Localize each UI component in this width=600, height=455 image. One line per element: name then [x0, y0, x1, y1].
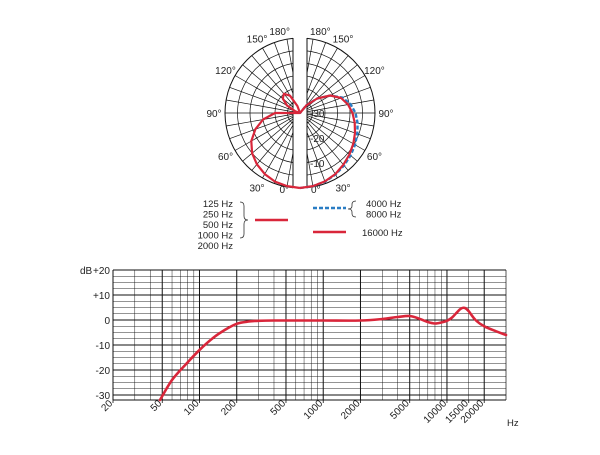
polar-series-right-mid_series — [299, 94, 359, 190]
polar-spoke — [299, 112, 349, 171]
angle-label-right: 30° — [335, 183, 350, 194]
freq-x-tick-group: 10000 — [422, 398, 450, 426]
angle-label-right: 120° — [364, 66, 385, 77]
legend-low-label: 2000 Hz — [198, 241, 234, 252]
legend-high-label: 16000 Hz — [362, 228, 403, 239]
polar-spoke — [299, 112, 371, 139]
freq-x-tick-group: 5000 — [388, 398, 412, 422]
polar-spoke — [251, 112, 301, 171]
freq-x-tick-group: 1000 — [302, 398, 326, 422]
freq-y-tick-label: +20 — [93, 266, 110, 277]
freq-x-tick-label: 100 — [182, 398, 202, 418]
angle-label-left: 60° — [218, 152, 233, 163]
angle-label-left: 180° — [269, 27, 290, 38]
angle-label-left: 90° — [206, 109, 221, 120]
freq-y-axis-label: dB — [80, 266, 93, 277]
polar-spoke — [242, 64, 301, 114]
polar-series-left-low_series — [250, 92, 302, 190]
freq-x-tick-label: 2000 — [339, 398, 363, 422]
legend-mid-label: 4000 Hz — [366, 199, 402, 210]
freq-y-tick-label: -20 — [96, 366, 111, 377]
polar-spoke — [229, 112, 301, 139]
frequency-response-line — [158, 306, 508, 402]
freq-y-tick-label: -10 — [96, 341, 111, 352]
polar-spoke — [300, 99, 374, 114]
polar-spoke — [299, 64, 358, 114]
polar-pattern-chart: 180° 180°150° 150°120° 120°90° 90°60° 60°30° 3… — [206, 27, 393, 196]
polar-series-right-high_series — [299, 94, 357, 190]
legend-mid-brace — [347, 200, 357, 218]
polar-spoke — [299, 87, 371, 114]
radial-db-label: -20 — [310, 134, 325, 145]
angle-label-right: 150° — [333, 35, 354, 46]
angle-label-left: 0° — [279, 185, 289, 196]
legend-low-brace — [239, 201, 249, 239]
radial-db-label: -10 — [310, 159, 325, 170]
freq-x-tick-label: 5000 — [388, 398, 412, 422]
polar-spoke — [234, 112, 301, 151]
angle-label-right: 60° — [367, 152, 382, 163]
polar-spoke — [299, 112, 358, 162]
polar-spoke — [251, 55, 301, 114]
freq-x-tick-group: 200 — [219, 398, 239, 418]
angle-label-left: 150° — [247, 35, 268, 46]
freq-x-tick-group: 2000 — [339, 398, 363, 422]
polar-spoke — [299, 75, 366, 114]
freq-x-tick-group: 100 — [182, 398, 202, 418]
freq-x-tick-label: 200 — [219, 398, 239, 418]
freq-x-unit-label: Hz — [507, 418, 519, 429]
angle-label-right: 0° — [311, 185, 321, 196]
legend-low-label: 1000 Hz — [198, 231, 234, 242]
polar-spoke — [300, 112, 374, 127]
freq-y-tick-label: +10 — [93, 291, 110, 302]
polar-spoke — [229, 87, 301, 114]
freq-y-tick-label: -30 — [96, 391, 111, 402]
polar-spoke — [226, 99, 300, 114]
radial-db-label: -30 — [310, 109, 325, 120]
angle-label-right: 180° — [310, 27, 331, 38]
angle-label-left: 30° — [249, 183, 264, 194]
freq-x-tick-label: 1000 — [302, 398, 326, 422]
legend-low-label: 250 Hz — [203, 210, 233, 221]
legend-low-label: 500 Hz — [203, 220, 233, 231]
freq-x-tick-group: 500 — [269, 398, 289, 418]
freq-y-tick-label: 0 — [104, 316, 110, 327]
angle-label-left: 120° — [215, 66, 236, 77]
legend-mid-label: 8000 Hz — [366, 210, 402, 221]
angle-label-right: 90° — [378, 109, 393, 120]
freq-x-tick-label: 500 — [269, 398, 289, 418]
freq-x-tick-label: 10000 — [422, 398, 450, 426]
legend-low-label: 125 Hz — [203, 199, 233, 210]
polar-curves — [250, 92, 359, 190]
